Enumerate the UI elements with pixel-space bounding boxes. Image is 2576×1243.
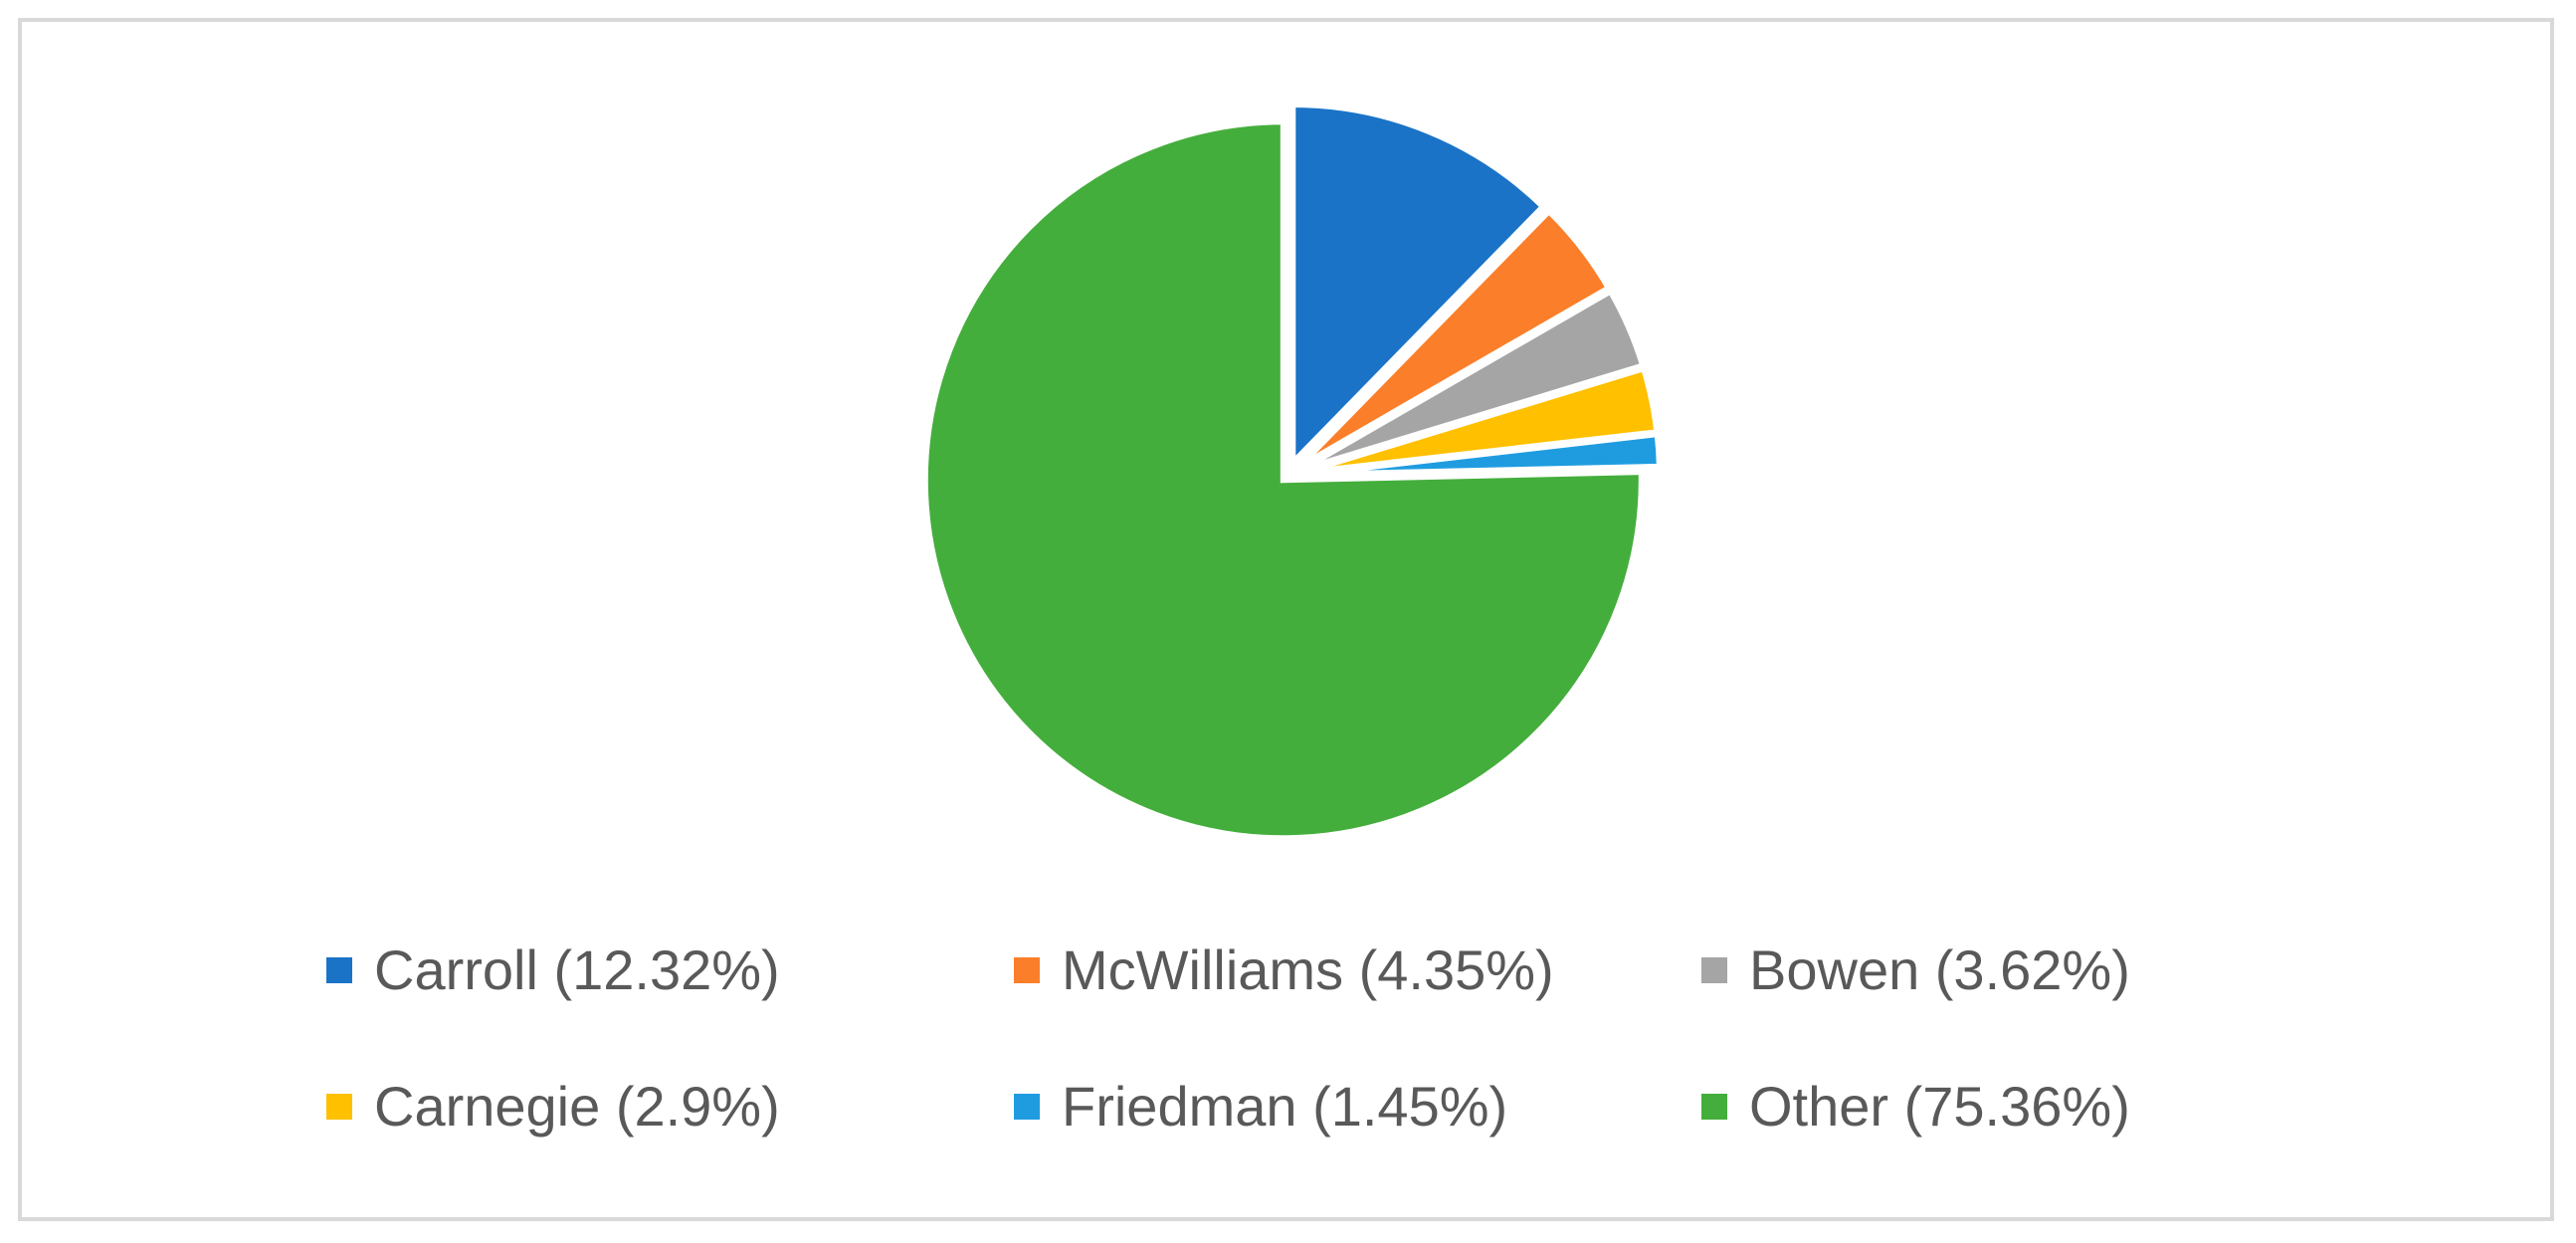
pie-slices xyxy=(921,102,1663,842)
pie-slice-friedman xyxy=(1300,430,1663,479)
pie-slice-carroll xyxy=(1289,102,1548,471)
pie-slice-other xyxy=(921,118,1645,842)
pie-slice-mcwilliams xyxy=(1295,206,1613,471)
